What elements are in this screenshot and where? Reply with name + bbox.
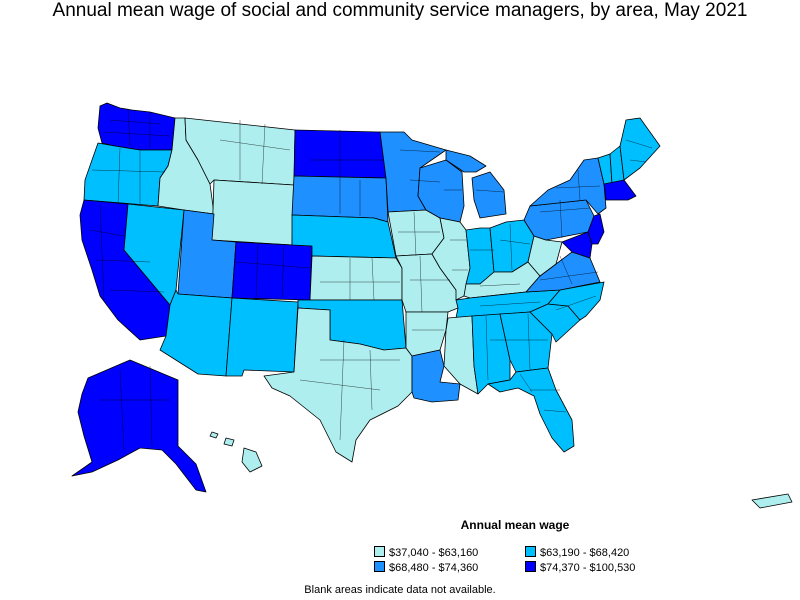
legend-label-3: $68,480 - $74,360 bbox=[389, 562, 479, 574]
state-WA bbox=[97, 102, 176, 151]
state-HI bbox=[209, 431, 263, 473]
state-PR bbox=[751, 493, 793, 509]
data-availability-note: Blank areas indicate data not available. bbox=[304, 584, 496, 596]
legend-item-1: $37,040 - $63,160 bbox=[374, 546, 478, 560]
state-AZ bbox=[159, 289, 233, 377]
state-AK bbox=[71, 359, 207, 493]
legend-label-1: $37,040 - $63,160 bbox=[389, 547, 479, 559]
legend-item-3: $68,480 - $74,360 bbox=[374, 561, 478, 575]
state-MD bbox=[561, 231, 593, 259]
area-boundaries bbox=[89, 109, 653, 451]
legend-swatch-1 bbox=[374, 546, 385, 557]
legend-swatch-3 bbox=[374, 561, 385, 572]
state-KS bbox=[309, 255, 403, 301]
state-NM bbox=[225, 297, 299, 377]
state-MI bbox=[445, 149, 507, 219]
state-CO bbox=[231, 241, 313, 301]
map-title: Annual mean wage of social and community… bbox=[52, 0, 748, 21]
state-ME bbox=[619, 117, 661, 181]
state-NC bbox=[547, 281, 605, 321]
legend-swatch-2 bbox=[525, 546, 536, 557]
legend-label-4: $74,370 - $100,530 bbox=[540, 562, 636, 574]
legend-item-4: $74,370 - $100,530 bbox=[525, 561, 635, 575]
state-MA bbox=[603, 179, 637, 201]
state-TX bbox=[263, 307, 413, 463]
legend-item-2: $63,190 - $68,420 bbox=[525, 546, 629, 560]
state-LA bbox=[411, 349, 461, 403]
state-NJ bbox=[587, 213, 605, 245]
legend-label-2: $63,190 - $68,420 bbox=[540, 547, 630, 559]
state-AR bbox=[405, 311, 449, 357]
state-WY bbox=[211, 179, 295, 246]
legend-title: Annual mean wage bbox=[460, 518, 570, 532]
state-FL bbox=[487, 367, 575, 453]
legend-swatch-4 bbox=[525, 561, 536, 572]
